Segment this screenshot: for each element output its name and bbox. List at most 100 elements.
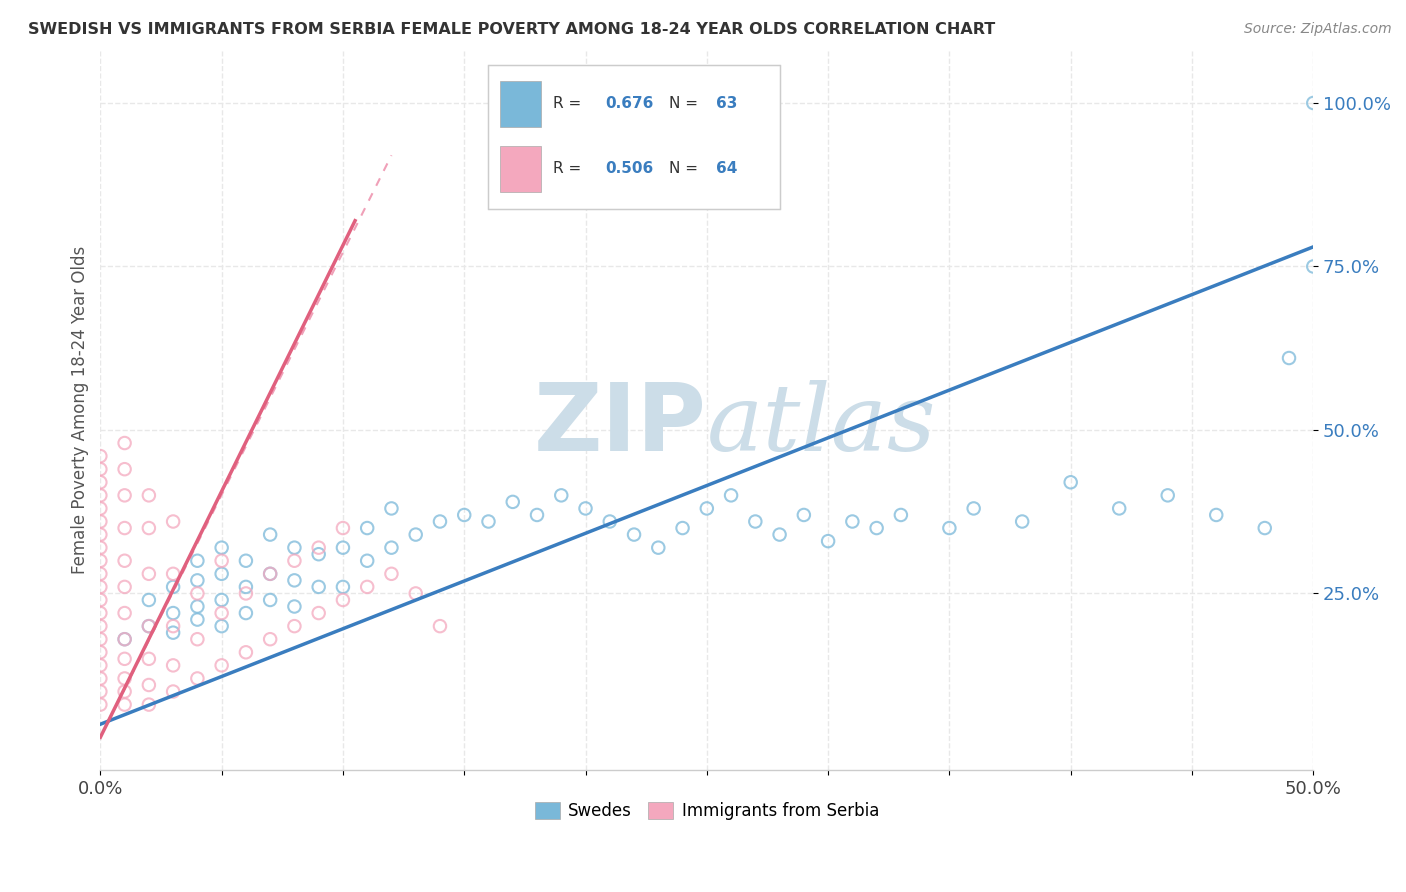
- Point: [186, 599, 208, 614]
- Point: [356, 521, 378, 535]
- Point: [550, 488, 572, 502]
- Point: [720, 488, 742, 502]
- Point: [308, 541, 330, 555]
- Point: [162, 658, 184, 673]
- Point: [332, 593, 354, 607]
- Point: [744, 515, 766, 529]
- Point: [186, 554, 208, 568]
- Point: [841, 515, 863, 529]
- Point: [332, 541, 354, 555]
- Point: [865, 521, 887, 535]
- Point: [114, 521, 136, 535]
- Point: [1302, 95, 1324, 110]
- Point: [963, 501, 986, 516]
- Text: atlas: atlas: [707, 380, 936, 470]
- Point: [89, 449, 111, 463]
- Point: [114, 488, 136, 502]
- Point: [89, 593, 111, 607]
- Point: [89, 488, 111, 502]
- Point: [1205, 508, 1227, 522]
- Point: [671, 521, 693, 535]
- Y-axis label: Female Poverty Among 18-24 Year Olds: Female Poverty Among 18-24 Year Olds: [72, 246, 89, 574]
- Point: [332, 580, 354, 594]
- Point: [114, 436, 136, 450]
- Point: [114, 632, 136, 647]
- Point: [599, 515, 621, 529]
- Point: [235, 645, 257, 659]
- Point: [259, 527, 281, 541]
- Point: [89, 541, 111, 555]
- Point: [259, 632, 281, 647]
- Point: [114, 632, 136, 647]
- Point: [308, 580, 330, 594]
- Point: [890, 508, 912, 522]
- Point: [1011, 515, 1033, 529]
- Point: [138, 652, 160, 666]
- Point: [186, 632, 208, 647]
- Point: [89, 606, 111, 620]
- Point: [283, 541, 305, 555]
- Point: [114, 684, 136, 698]
- Point: [89, 554, 111, 568]
- Point: [89, 475, 111, 490]
- Point: [114, 698, 136, 712]
- Point: [938, 521, 960, 535]
- Point: [162, 625, 184, 640]
- Legend: Swedes, Immigrants from Serbia: Swedes, Immigrants from Serbia: [527, 795, 886, 826]
- Point: [138, 521, 160, 535]
- Point: [211, 658, 233, 673]
- Text: Source: ZipAtlas.com: Source: ZipAtlas.com: [1244, 22, 1392, 37]
- Point: [308, 606, 330, 620]
- Point: [380, 566, 402, 581]
- Point: [114, 672, 136, 686]
- Point: [283, 574, 305, 588]
- Point: [1278, 351, 1301, 365]
- Point: [259, 593, 281, 607]
- Point: [405, 586, 427, 600]
- Point: [235, 586, 257, 600]
- Point: [235, 554, 257, 568]
- Point: [259, 566, 281, 581]
- Point: [768, 527, 790, 541]
- Point: [211, 566, 233, 581]
- Point: [526, 508, 548, 522]
- Point: [453, 508, 475, 522]
- Point: [793, 508, 815, 522]
- Point: [89, 527, 111, 541]
- Point: [114, 652, 136, 666]
- Point: [162, 566, 184, 581]
- Point: [89, 672, 111, 686]
- Point: [623, 527, 645, 541]
- Point: [211, 593, 233, 607]
- Point: [138, 698, 160, 712]
- Point: [89, 619, 111, 633]
- Point: [138, 566, 160, 581]
- Point: [186, 613, 208, 627]
- Point: [477, 515, 499, 529]
- Point: [235, 606, 257, 620]
- Point: [138, 619, 160, 633]
- Point: [211, 541, 233, 555]
- Point: [89, 684, 111, 698]
- Point: [114, 554, 136, 568]
- Point: [89, 515, 111, 529]
- Point: [356, 580, 378, 594]
- Point: [502, 495, 524, 509]
- Point: [1157, 488, 1180, 502]
- Point: [1254, 521, 1277, 535]
- Point: [162, 619, 184, 633]
- Point: [138, 488, 160, 502]
- Point: [1108, 501, 1130, 516]
- Point: [162, 606, 184, 620]
- Point: [1060, 475, 1083, 490]
- Point: [356, 554, 378, 568]
- Point: [235, 580, 257, 594]
- Point: [162, 515, 184, 529]
- Point: [89, 632, 111, 647]
- Point: [89, 580, 111, 594]
- Point: [162, 684, 184, 698]
- Point: [114, 462, 136, 476]
- Point: [696, 501, 718, 516]
- Point: [186, 574, 208, 588]
- Point: [138, 619, 160, 633]
